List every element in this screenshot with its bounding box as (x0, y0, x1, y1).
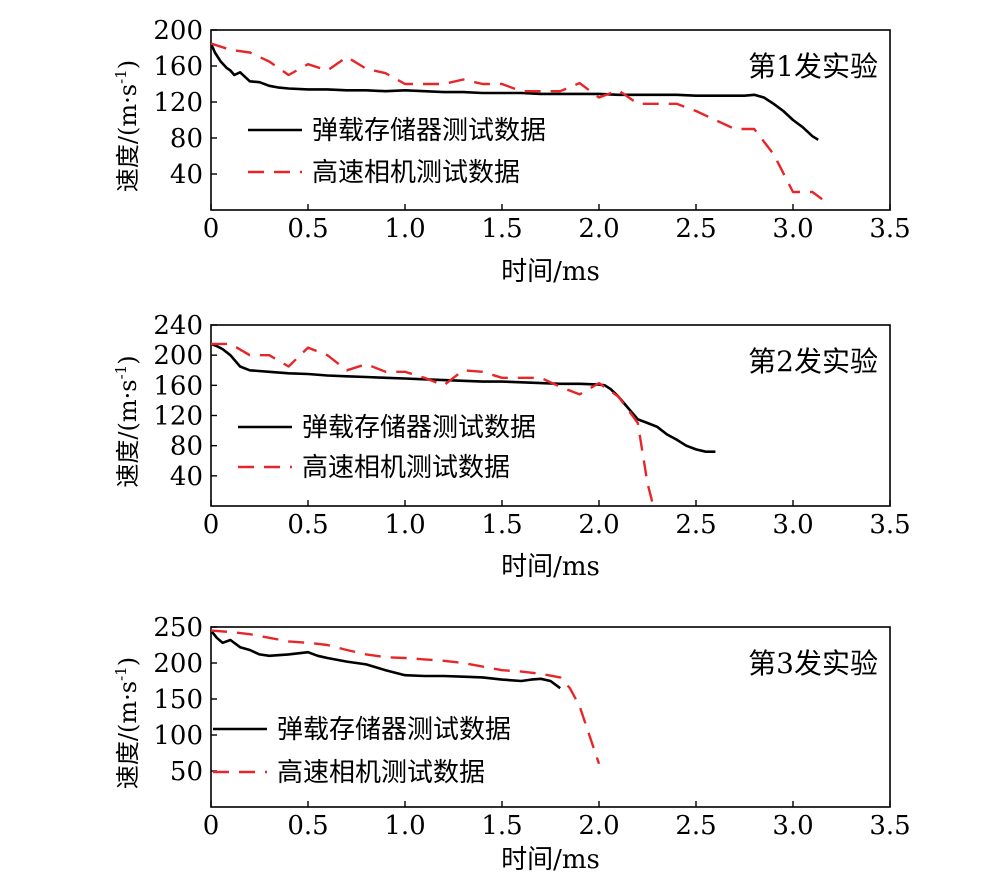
x-tick-label: 1.5 (481, 811, 522, 841)
x-axis-label: 时间/ms (501, 845, 600, 875)
y-tick-label: 40 (170, 160, 203, 190)
x-tick-label: 1.5 (481, 510, 522, 540)
legend-label: 弹载存储器测试数据 (312, 116, 546, 146)
panel-annotation: 第2发实验 (748, 345, 878, 378)
y-tick-label: 80 (170, 432, 203, 462)
x-tick-label: 3.5 (869, 214, 910, 244)
x-tick-label: 1.0 (384, 811, 425, 841)
x-tick-label: 0.5 (287, 811, 328, 841)
x-tick-label: 3.5 (869, 811, 910, 841)
x-tick-label: 2.5 (675, 214, 716, 244)
x-tick-label: 3.5 (869, 510, 910, 540)
y-tick-label: 200 (153, 649, 203, 679)
plot-frame (210, 29, 891, 211)
y-axis-label: 速度/(m·s-1) (112, 355, 142, 487)
chart-panel-3: 0 0.5 1.0 1.5 2.0 2.5 3.0 3.5 50 100 150 200 250 时间/m… (112, 613, 911, 875)
y-tick-label: 200 (153, 16, 203, 46)
y-tick-label: 150 (153, 685, 203, 715)
x-tick-label: 2.0 (578, 214, 619, 244)
x-tick-label: 1.0 (384, 214, 425, 244)
legend-label: 弹载存储器测试数据 (277, 715, 511, 745)
x-tick-label: 3.0 (772, 811, 813, 841)
y-axis-label: 速度/(m·s-1) (112, 60, 142, 192)
y-tick-label: 250 (153, 613, 203, 643)
plot-frame (210, 626, 891, 808)
y-tick-label: 120 (153, 402, 203, 432)
legend-label: 弹载存储器测试数据 (302, 413, 536, 443)
legend-label: 高速相机测试数据 (302, 453, 510, 483)
chart-panel-1: 0 0.5 1.0 1.5 2.0 2.5 3.0 3.5 40 80 120 160 200 时间/ms… (112, 16, 911, 287)
x-tick-label: 0 (203, 811, 220, 841)
x-axis-label: 时间/ms (501, 257, 600, 287)
y-tick-label: 160 (153, 52, 203, 82)
series-line-camera (211, 629, 601, 765)
x-tick-label: 2.5 (675, 510, 716, 540)
y-tick-label: 200 (153, 341, 203, 371)
y-axis-label: 速度/(m·s-1) (112, 657, 142, 789)
series-line-memory (211, 629, 561, 690)
series-line-camera (211, 42, 823, 201)
y-tick-label: 120 (153, 88, 203, 118)
y-tick-label: 100 (153, 721, 203, 751)
legend-label: 高速相机测试数据 (277, 758, 485, 788)
series-line-camera (211, 342, 655, 506)
y-tick-label: 80 (170, 124, 203, 154)
x-tick-label: 0.5 (287, 510, 328, 540)
x-tick-label: 1.5 (481, 214, 522, 244)
x-tick-label: 0 (203, 214, 220, 244)
x-tick-label: 1.0 (384, 510, 425, 540)
x-tick-label: 3.0 (772, 510, 813, 540)
panel-annotation: 第1发实验 (748, 50, 878, 83)
x-tick-label: 0 (203, 510, 220, 540)
x-tick-label: 2.0 (578, 811, 619, 841)
series-line-memory (211, 342, 716, 454)
y-tick-label: 240 (153, 311, 203, 341)
panel-annotation: 第3发实验 (748, 647, 878, 680)
x-tick-label: 3.0 (772, 214, 813, 244)
series-line-memory (211, 42, 819, 141)
y-tick-label: 50 (170, 757, 203, 787)
y-tick-label: 40 (170, 462, 203, 492)
legend-label: 高速相机测试数据 (312, 158, 520, 188)
x-tick-label: 2.5 (675, 811, 716, 841)
x-tick-label: 2.0 (578, 510, 619, 540)
x-axis-label: 时间/ms (501, 552, 600, 582)
x-tick-label: 0.5 (287, 214, 328, 244)
y-tick-label: 160 (153, 371, 203, 401)
